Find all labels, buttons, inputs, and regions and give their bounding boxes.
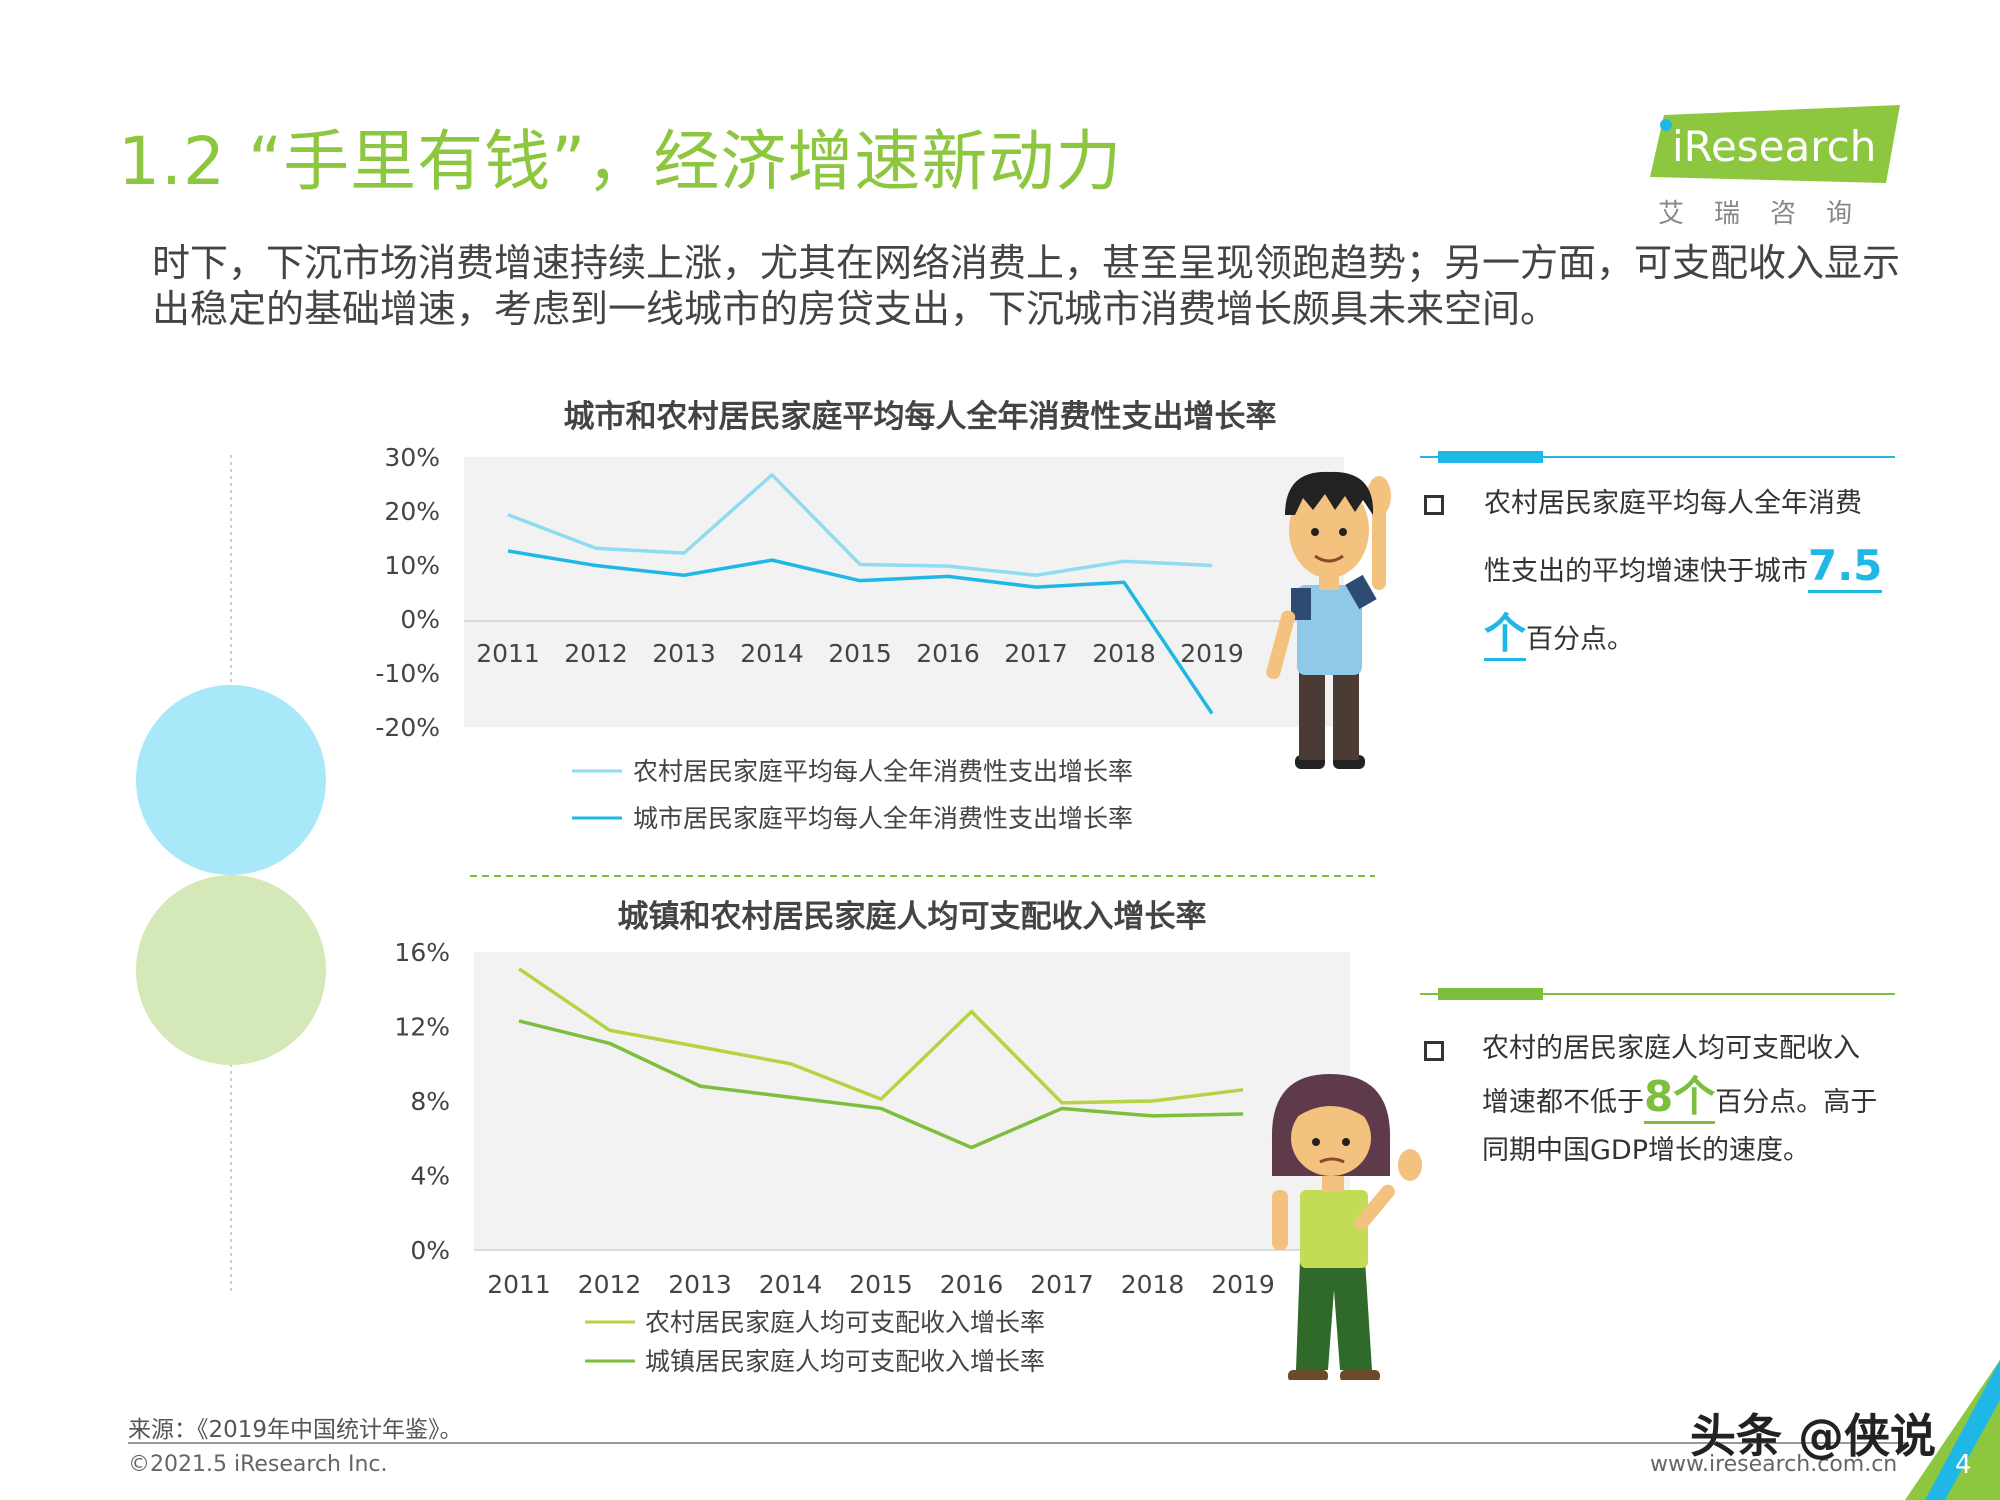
x-tick-label: 2019: [1211, 1270, 1275, 1299]
note1-number: 7.5: [1808, 541, 1883, 593]
note1-post: 百分点。: [1526, 624, 1635, 655]
y-tick-label: -20%: [375, 713, 440, 742]
x-tick-label: 2012: [564, 639, 628, 668]
series-line-rural: [518, 967, 1244, 1105]
x-tick-label: 2017: [1004, 639, 1068, 668]
x-tick-label: 2019: [1180, 639, 1244, 668]
x-tick-label: 2017: [1030, 1270, 1094, 1299]
logo-subtitle: 艾瑞咨询: [1658, 199, 1883, 229]
y-tick-label: 10%: [384, 551, 440, 580]
copyright: ©2021.5 iResearch Inc.: [128, 1452, 388, 1477]
chart-title: 城市和农村居民家庭平均每人全年消费性支出增长率: [564, 399, 1277, 435]
chart-title: 城镇和农村居民家庭人均可支配收入增长率: [618, 899, 1207, 935]
legend-label-urban: 城镇居民家庭人均可支配收入增长率: [645, 1347, 1045, 1376]
note2-header-bar: [1420, 988, 1895, 1000]
note1-pre: 农村居民家庭平均每人全年消费性支出的平均增速快于城市: [1484, 488, 1862, 587]
series-line-urban: [507, 549, 1214, 715]
corner-decoration: [1905, 1360, 2000, 1500]
note1-text: 农村居民家庭平均每人全年消费性支出的平均增速快于城市7.5 个百分点。: [1484, 473, 1884, 671]
chart-legend: 农村居民家庭平均每人全年消费性支出增长率 城市居民家庭平均每人全年消费性支出增长…: [572, 757, 1133, 833]
y-tick-label: 12%: [394, 1013, 450, 1042]
intro-paragraph: 时下，下沉市场消费增速持续上涨，尤其在网络消费上，甚至呈现领跑趋势；另一方面，可…: [152, 241, 1901, 331]
x-tick-label: 2016: [940, 1270, 1004, 1299]
x-tick-label: 2018: [1121, 1270, 1185, 1299]
x-tick-label: 2014: [759, 1270, 823, 1299]
page-number: 4: [1955, 1450, 1972, 1480]
y-tick-label: 8%: [410, 1087, 450, 1116]
legend-label-urban: 城市居民家庭平均每人全年消费性支出增长率: [633, 804, 1133, 833]
x-tick-label: 2015: [828, 639, 892, 668]
x-tick-label: 2011: [476, 639, 540, 668]
y-tick-label: 16%: [394, 938, 450, 967]
section-divider: [470, 875, 1375, 877]
legend-label-rural: 农村居民家庭平均每人全年消费性支出增长率: [633, 757, 1133, 786]
source-note: 来源：《2019年中国统计年鉴》。: [128, 1417, 463, 1443]
green-circle: [136, 875, 326, 1065]
x-tick-label: 2016: [916, 639, 980, 668]
y-tick-label: 0%: [400, 605, 440, 634]
consumption-growth-chart: 城市和农村居民家庭平均每人全年消费性支出增长率 30% 20% 10% 0% -10% -…: [375, 399, 1344, 833]
girl-illustration: [1271, 1074, 1422, 1380]
y-tick-label: 4%: [410, 1162, 450, 1191]
blue-circle: [136, 685, 326, 875]
square-bullet-icon: [1424, 1041, 1444, 1061]
chart-legend: 农村居民家庭人均可支配收入增长率 城镇居民家庭人均可支配收入增长率: [585, 1308, 1045, 1376]
up-arrow-icon: 个: [1673, 1072, 1716, 1124]
side-decoration: [136, 455, 326, 1295]
note1-header-bar: [1420, 451, 1895, 463]
page-title: 1.2 “手里有钱”，经济增速新动力: [118, 123, 1123, 200]
x-tick-label: 2013: [652, 639, 716, 668]
y-tick-label: -10%: [375, 659, 440, 688]
footer-divider: [128, 1442, 1908, 1444]
plot-area: [464, 457, 1344, 727]
note2-post: 百分点。高于同期中国GDP增长的速度。: [1482, 1087, 1878, 1166]
square-bullet-icon: [1424, 495, 1444, 515]
watermark: 头条 @侠说: [1690, 1409, 1937, 1463]
y-tick-label: 0%: [410, 1236, 450, 1265]
series-line-rural: [507, 473, 1213, 578]
note2-number: 8: [1644, 1072, 1674, 1124]
boy-illustration: [1266, 471, 1391, 769]
logo-banner: iResearch: [1650, 105, 1900, 183]
income-growth-chart: 城镇和农村居民家庭人均可支配收入增长率 16% 12% 8% 4% 0% 2011 201…: [394, 899, 1350, 1376]
legend-label-rural: 农村居民家庭人均可支配收入增长率: [645, 1308, 1045, 1337]
note2-pre: 农村的居民家庭人均可支配收入增速都不低于: [1482, 1033, 1860, 1118]
x-tick-label: 2014: [740, 639, 804, 668]
x-tick-label: 2015: [849, 1270, 913, 1299]
logo-text: iResearch: [1672, 122, 1876, 171]
up-arrow-icon: 个: [1484, 609, 1527, 661]
series-line-urban: [518, 1019, 1244, 1150]
plot-area: [474, 952, 1350, 1250]
y-tick-label: 20%: [384, 497, 440, 526]
x-tick-label: 2013: [668, 1270, 732, 1299]
x-tick-label: 2012: [578, 1270, 642, 1299]
x-tick-label: 2018: [1092, 639, 1156, 668]
x-tick-label: 2011: [487, 1270, 551, 1299]
y-tick-label: 30%: [384, 443, 440, 472]
note2-text: 农村的居民家庭人均可支配收入增速都不低于8个百分点。高于同期中国GDP增长的速度…: [1482, 1025, 1882, 1175]
website-link[interactable]: www.iresearch.com.cn: [1650, 1452, 1898, 1477]
iresearch-logo: iResearch 艾瑞咨询: [1650, 105, 1900, 229]
